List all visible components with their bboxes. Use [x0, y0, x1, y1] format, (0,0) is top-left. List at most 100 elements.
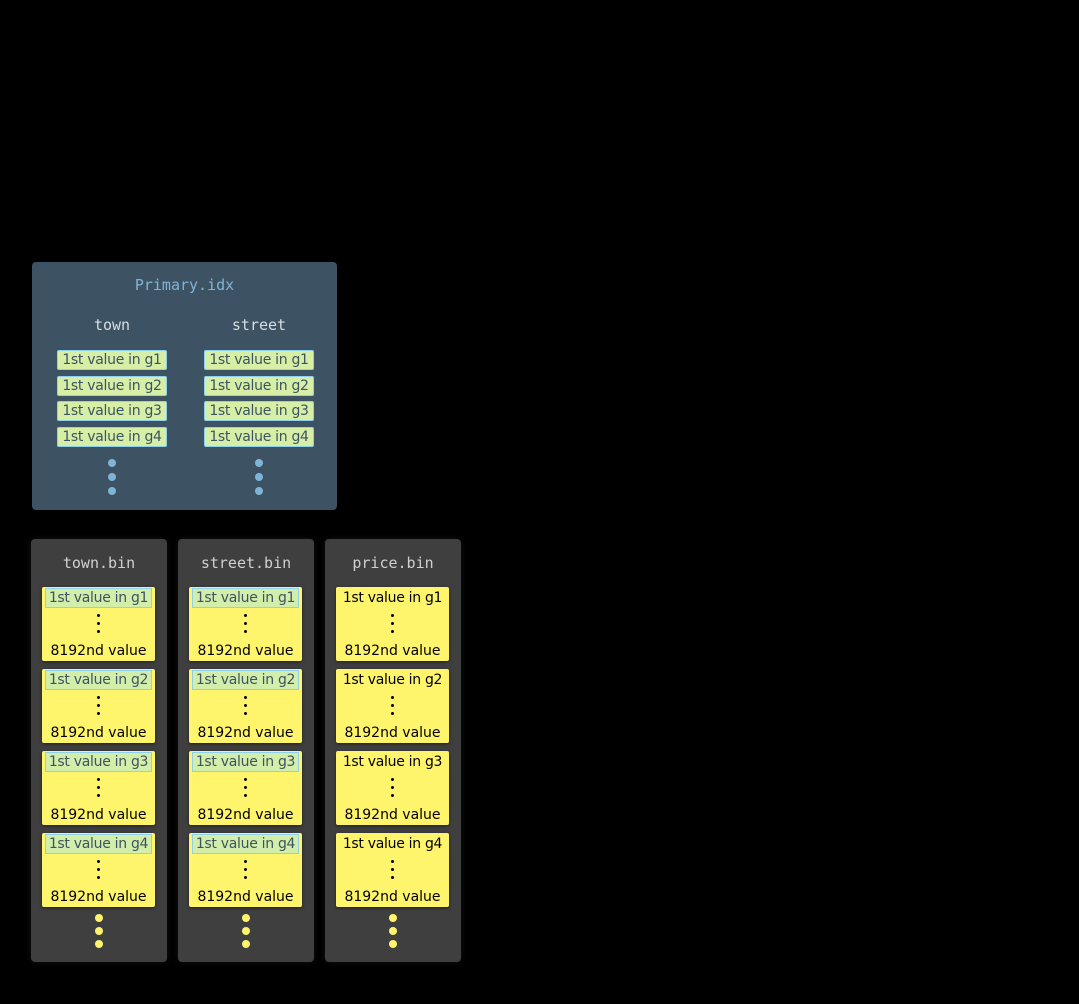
vertical-ellipsis-icon	[391, 614, 394, 633]
granule-first-value: 1st value in g4	[45, 834, 152, 854]
ellipsis-dot	[97, 704, 100, 707]
granule: 1st value in g2 8192nd value	[336, 669, 449, 743]
more-entries-dots	[204, 458, 314, 495]
ellipsis-dot	[389, 940, 397, 948]
index-column-header: town	[93, 316, 131, 334]
granule: 1st value in g2 8192nd value	[189, 669, 302, 743]
granule-first-value: 1st value in g4	[192, 834, 299, 854]
vertical-ellipsis-icon	[97, 696, 100, 715]
ellipsis-dot	[97, 696, 100, 699]
ellipsis-dot	[244, 778, 247, 781]
ellipsis-dot	[391, 704, 394, 707]
bin-file-price-bin: price.bin 1st value in g1 8192nd value 1st …	[325, 539, 461, 962]
granule-first-value: 1st value in g3	[192, 752, 299, 772]
granule: 1st value in g1 8192nd value	[189, 587, 302, 661]
bin-file-title: price.bin	[352, 554, 434, 572]
granule-first-value: 1st value in g1	[342, 590, 443, 606]
ellipsis-dot	[97, 860, 100, 863]
bin-file-town-bin: town.bin 1st value in g1 8192nd value 1st v…	[31, 539, 167, 962]
ellipsis-dot	[97, 614, 100, 617]
ellipsis-dot	[244, 630, 247, 633]
granule: 1st value in g3 8192nd value	[42, 751, 155, 825]
granule: 1st value in g4 8192nd value	[336, 833, 449, 907]
granule-last-value: 8192nd value	[344, 889, 441, 905]
granule-first-value: 1st value in g1	[192, 588, 299, 608]
granule-last-value: 8192nd value	[344, 643, 441, 659]
ellipsis-dot	[95, 914, 103, 922]
ellipsis-dot	[242, 927, 250, 935]
ellipsis-dot	[242, 940, 250, 948]
more-granules-dots	[31, 914, 167, 948]
ellipsis-dot	[95, 940, 103, 948]
granule: 1st value in g3 8192nd value	[189, 751, 302, 825]
index-entry: 1st value in g1	[204, 350, 314, 370]
ellipsis-dot	[255, 458, 263, 467]
ellipsis-dot	[391, 794, 394, 797]
granule: 1st value in g4 8192nd value	[42, 833, 155, 907]
ellipsis-dot	[108, 472, 116, 481]
ellipsis-dot	[389, 914, 397, 922]
ellipsis-dot	[242, 914, 250, 922]
index-entry: 1st value in g4	[204, 426, 314, 447]
ellipsis-dot	[391, 622, 394, 625]
granule-last-value: 8192nd value	[50, 889, 147, 905]
index-column-town: town 1st value in g1 1st value in g2 1st va…	[57, 316, 167, 495]
vertical-ellipsis-icon	[391, 860, 394, 879]
granule-first-value: 1st value in g3	[342, 754, 443, 770]
ellipsis-dot	[244, 622, 247, 625]
vertical-ellipsis-icon	[244, 696, 247, 715]
granule: 1st value in g1 8192nd value	[336, 587, 449, 661]
granule: 1st value in g4 8192nd value	[189, 833, 302, 907]
ellipsis-dot	[244, 712, 247, 715]
ellipsis-dot	[97, 868, 100, 871]
index-entry: 1st value in g3	[57, 401, 167, 421]
ellipsis-dot	[255, 472, 263, 481]
ellipsis-dot	[97, 876, 100, 879]
ellipsis-dot	[255, 486, 263, 495]
primary-index-panel: Primary.idx town 1st value in g1 1st value…	[32, 262, 337, 510]
ellipsis-dot	[97, 794, 100, 797]
ellipsis-dot	[389, 927, 397, 935]
ellipsis-dot	[244, 786, 247, 789]
granule-last-value: 8192nd value	[50, 807, 147, 823]
vertical-ellipsis-icon	[244, 614, 247, 633]
granule-last-value: 8192nd value	[197, 643, 294, 659]
granule-first-value: 1st value in g2	[192, 670, 299, 690]
granule-last-value: 8192nd value	[197, 889, 294, 905]
granule-last-value: 8192nd value	[50, 725, 147, 741]
granule-last-value: 8192nd value	[197, 725, 294, 741]
ellipsis-dot	[244, 696, 247, 699]
bin-file-title: town.bin	[62, 554, 136, 572]
ellipsis-dot	[244, 860, 247, 863]
granule: 1st value in g2 8192nd value	[42, 669, 155, 743]
granule-last-value: 8192nd value	[50, 643, 147, 659]
vertical-ellipsis-icon	[97, 614, 100, 633]
bin-file-title: street.bin	[200, 554, 292, 572]
vertical-ellipsis-icon	[391, 778, 394, 797]
ellipsis-dot	[244, 704, 247, 707]
ellipsis-dot	[97, 778, 100, 781]
ellipsis-dot	[391, 712, 394, 715]
ellipsis-dot	[97, 712, 100, 715]
index-entry: 1st value in g1	[57, 350, 167, 370]
ellipsis-dot	[95, 927, 103, 935]
granule-last-value: 8192nd value	[197, 807, 294, 823]
granule-first-value: 1st value in g3	[45, 752, 152, 772]
ellipsis-dot	[391, 778, 394, 781]
granule-first-value: 1st value in g4	[342, 836, 443, 852]
granule-first-value: 1st value in g2	[45, 670, 152, 690]
granule-last-value: 8192nd value	[344, 807, 441, 823]
index-entry: 1st value in g2	[204, 375, 314, 396]
more-entries-dots	[57, 458, 167, 495]
ellipsis-dot	[391, 614, 394, 617]
ellipsis-dot	[391, 786, 394, 789]
index-entry: 1st value in g4	[57, 426, 167, 447]
index-entry: 1st value in g3	[204, 401, 314, 421]
ellipsis-dot	[391, 876, 394, 879]
ellipsis-dot	[244, 794, 247, 797]
granule-last-value: 8192nd value	[344, 725, 441, 741]
granule-first-value: 1st value in g2	[342, 672, 443, 688]
vertical-ellipsis-icon	[97, 778, 100, 797]
granule-first-value: 1st value in g1	[45, 588, 152, 608]
ellipsis-dot	[244, 614, 247, 617]
